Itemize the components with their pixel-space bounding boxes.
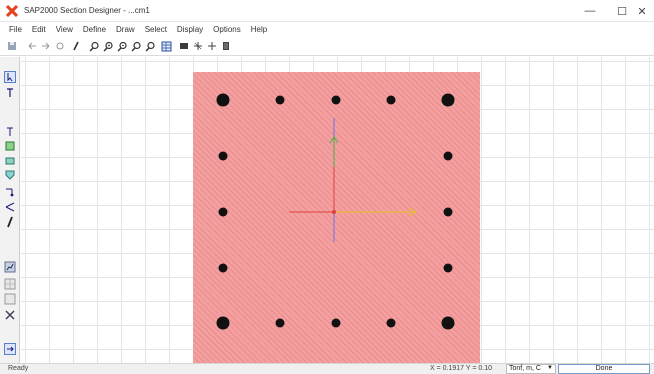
app-logo-icon	[6, 5, 18, 17]
save-icon[interactable]	[6, 40, 18, 52]
rebar-11[interactable]	[218, 151, 228, 161]
rebar-6[interactable]	[331, 318, 341, 328]
minimize-icon: —	[584, 5, 596, 17]
chevron-down-icon: ▼	[547, 365, 553, 371]
table-icon[interactable]	[160, 40, 172, 52]
redo-icon[interactable]	[40, 40, 52, 52]
menu-view[interactable]: View	[55, 24, 73, 34]
menu-edit[interactable]: Edit	[31, 24, 46, 34]
pencil-icon[interactable]	[70, 40, 82, 52]
units-dropdown[interactable]: Tonf, m, C ▼	[506, 364, 556, 374]
scissors-icon[interactable]	[3, 308, 17, 322]
rebar-14[interactable]	[443, 207, 453, 217]
snap-icon[interactable]	[192, 40, 204, 52]
rebar-5[interactable]	[331, 95, 341, 105]
menu-define[interactable]: Define	[82, 24, 107, 34]
layer-icon[interactable]	[3, 342, 17, 356]
y-axis-arrow	[329, 136, 339, 144]
undo-icon[interactable]	[26, 40, 38, 52]
menu-bar: File Edit View Define Draw Select Displa…	[0, 22, 654, 36]
zoom-in-icon[interactable]	[102, 40, 114, 52]
rebar-15[interactable]	[218, 263, 228, 273]
zoom-window-icon[interactable]	[88, 40, 100, 52]
rebar-3[interactable]	[275, 95, 285, 105]
left-toolbar	[0, 57, 20, 363]
draw-polygon-icon[interactable]	[3, 154, 17, 168]
rebar-group	[216, 93, 455, 330]
menu-display[interactable]: Display	[176, 24, 204, 34]
close-button[interactable]: ✕	[626, 0, 654, 22]
zoom-previous-icon[interactable]	[144, 40, 156, 52]
section-overlay	[216, 93, 455, 330]
draw-rebar-icon[interactable]	[3, 185, 17, 199]
rebar-1[interactable]	[216, 93, 230, 107]
drawing-canvas[interactable]	[21, 57, 654, 363]
rebar-9[interactable]	[441, 93, 455, 107]
minimize-button[interactable]: —	[574, 0, 606, 22]
cursor-coordinates: X = 0.1917 Y = 0.10	[430, 365, 493, 372]
maximize-button[interactable]: ☐	[606, 0, 638, 22]
rebar-16[interactable]	[443, 263, 453, 273]
rebar-8[interactable]	[386, 318, 396, 328]
pointer-icon[interactable]	[3, 70, 17, 84]
grid-icon[interactable]	[178, 40, 190, 52]
units-value: Tonf, m, C	[509, 365, 541, 372]
rebar-2[interactable]	[216, 316, 230, 330]
rebar-10[interactable]	[441, 316, 455, 330]
plus-icon[interactable]	[206, 40, 218, 52]
window-title: SAP2000 Section Designer - ...cm1	[24, 6, 150, 15]
concrete-section[interactable]	[193, 72, 480, 363]
rebar-7[interactable]	[386, 95, 396, 105]
x-axis-arrow	[408, 207, 418, 217]
text-icon[interactable]	[3, 125, 17, 139]
refresh-icon[interactable]	[54, 40, 66, 52]
menu-options[interactable]: Options	[213, 24, 241, 34]
draw-rebar-line-icon[interactable]	[3, 200, 17, 214]
done-button[interactable]: Done	[558, 364, 650, 374]
draw-rebar-edge-icon[interactable]	[3, 215, 17, 229]
menu-select[interactable]: Select	[144, 24, 167, 34]
properties-icon[interactable]	[220, 40, 232, 52]
maximize-icon: ☐	[617, 5, 627, 18]
rebar-4[interactable]	[275, 318, 285, 328]
draw-shape-icon[interactable]	[3, 168, 17, 182]
chart-icon[interactable]	[3, 260, 17, 274]
status-bar: Ready X = 0.1917 Y = 0.10 Tonf, m, C ▼ D…	[0, 363, 654, 374]
pan-icon[interactable]	[130, 40, 142, 52]
close-icon: ✕	[637, 5, 647, 18]
snap-icon[interactable]	[3, 292, 17, 306]
main-toolbar	[0, 36, 654, 56]
zoom-out-icon[interactable]	[116, 40, 128, 52]
menu-file[interactable]: File	[9, 24, 22, 34]
status-text: Ready	[8, 365, 29, 372]
menu-help[interactable]: Help	[250, 24, 268, 34]
grid-icon[interactable]	[3, 277, 17, 291]
menu-draw[interactable]: Draw	[116, 24, 135, 34]
title-bar: SAP2000 Section Designer - ...cm1 — ☐ ✕	[0, 0, 654, 22]
rebar-13[interactable]	[218, 207, 228, 217]
local-axes	[289, 118, 418, 242]
draw-rectangle-icon[interactable]	[3, 139, 17, 153]
reshape-icon[interactable]	[3, 86, 17, 100]
section-origin	[332, 210, 336, 214]
rebar-12[interactable]	[443, 151, 453, 161]
